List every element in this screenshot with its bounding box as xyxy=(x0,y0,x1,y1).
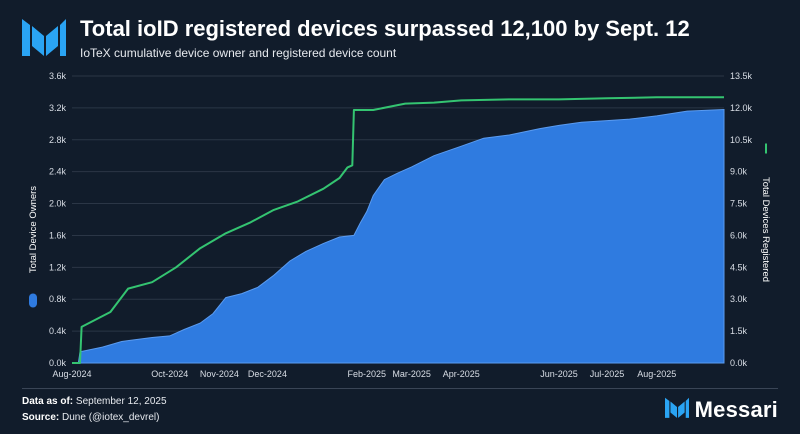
y-left-tick-label: 0.8k xyxy=(49,294,67,304)
data-as-of: Data as of: September 12, 2025 xyxy=(22,396,167,407)
x-tick-label: Aug-2025 xyxy=(637,369,676,379)
x-tick-label: Jul-2025 xyxy=(590,369,625,379)
x-tick-label: Oct-2024 xyxy=(151,369,188,379)
y-left-tick-label: 3.2k xyxy=(49,103,67,113)
y-right-tick-label: 1.5k xyxy=(730,326,748,336)
y-right-tick-label: 4.5k xyxy=(730,262,748,272)
x-tick-label: Apr-2025 xyxy=(443,369,480,379)
x-tick-label: Dec-2024 xyxy=(248,369,287,379)
data-as-of-value: September 12, 2025 xyxy=(75,396,167,407)
y-left-tick-label: 0.4k xyxy=(49,326,67,336)
x-tick-label: Mar-2025 xyxy=(392,369,431,379)
axis-layer: 0.0k 0.0k 0.4k 1.5k 0.8k 3.0k 1.2k 4.5k 1.6k 6.0k… xyxy=(28,71,771,379)
brand: Messari xyxy=(664,396,778,423)
owners-area-layer xyxy=(72,108,725,364)
y-right-tick-label: 0.0k xyxy=(730,358,748,368)
source-value: Dune (@iotex_devrel) xyxy=(62,412,160,423)
x-tick-label: Aug-2024 xyxy=(52,369,91,379)
devices-legend-marker xyxy=(765,143,767,154)
data-as-of-label: Data as of: xyxy=(22,396,74,407)
y-left-tick-label: 2.0k xyxy=(49,199,67,209)
footer-divider xyxy=(22,388,778,389)
y-left-tick-label: 3.6k xyxy=(49,71,67,81)
x-tick-label: Feb-2025 xyxy=(347,369,386,379)
chart-title: Total ioID registered devices surpassed … xyxy=(80,16,690,41)
y-right-tick-label: 3.0k xyxy=(730,294,748,304)
y-right-tick-label: 7.5k xyxy=(730,199,748,209)
y-left-tick-label: 2.8k xyxy=(49,135,67,145)
y-right-axis-title: Total Devices Registered xyxy=(760,177,771,282)
y-left-tick-label: 0.0k xyxy=(49,358,67,368)
y-right-tick-label: 13.5k xyxy=(730,71,753,81)
y-right-tick-label: 12.0k xyxy=(730,103,753,113)
y-right-tick-label: 9.0k xyxy=(730,167,748,177)
devices-line xyxy=(72,96,724,364)
owners-area xyxy=(72,108,725,364)
messari-logo-icon xyxy=(22,16,66,56)
brand-name: Messari xyxy=(694,396,778,422)
x-tick-label: Nov-2024 xyxy=(200,369,239,379)
chart-area: 0.0k 0.0k 0.4k 1.5k 0.8k 3.0k 1.2k 4.5k 1.6k 6.0k… xyxy=(28,71,771,379)
y-right-tick-label: 10.5k xyxy=(730,135,753,145)
devices-line-layer xyxy=(72,96,724,364)
source-label: Source: xyxy=(22,412,60,423)
y-right-tick-label: 6.0k xyxy=(730,230,748,240)
y-left-tick-label: 1.6k xyxy=(49,230,67,240)
x-tick-label: Jun-2025 xyxy=(540,369,578,379)
source-line: Source: Dune (@iotex_devrel) xyxy=(22,412,159,423)
y-left-tick-label: 1.2k xyxy=(49,262,67,272)
messari-mark-icon xyxy=(664,396,689,423)
y-left-tick-label: 2.4k xyxy=(49,167,67,177)
chart-subtitle: IoTeX cumulative device owner and regist… xyxy=(80,46,397,60)
y-left-axis-title: Total Device Owners xyxy=(28,186,39,273)
owners-legend-marker xyxy=(29,293,37,308)
